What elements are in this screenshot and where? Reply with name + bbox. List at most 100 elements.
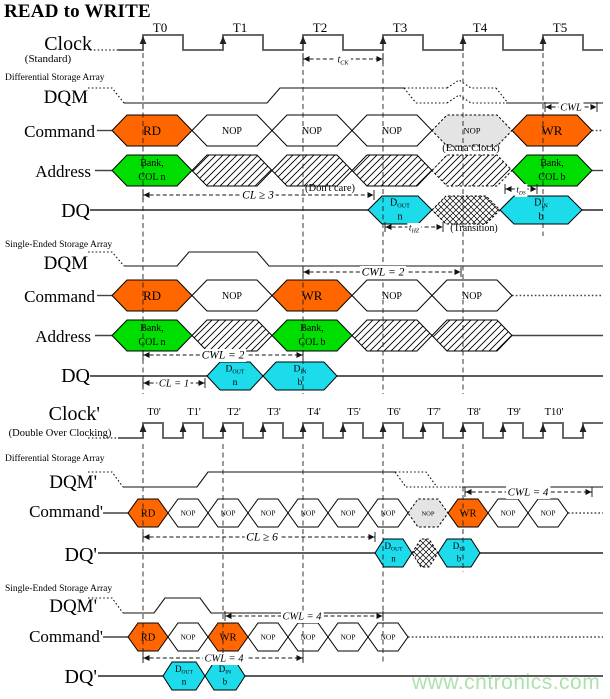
cell-text: NOP [220, 509, 235, 518]
command-dbl-single-label: Command' [29, 627, 103, 646]
cell-text: NOP [500, 509, 515, 518]
clock-tick-label: T1' [187, 407, 201, 418]
clock-tick-label: T10' [545, 407, 564, 418]
clock-tick-label: T2 [313, 20, 327, 35]
dqm-single-ended-dbl: DQM' [49, 596, 603, 617]
cell-text: RD [143, 288, 161, 303]
address-std-single: Bank, COL n Bank, COL b Address [35, 319, 603, 352]
clock-edge-arrow [379, 36, 387, 44]
address-std-single-cell [431, 319, 513, 352]
dq-std-single: DOUT n DIN b DQ [61, 361, 603, 391]
cell-text: RD [141, 633, 156, 644]
cell-text: WR [220, 633, 237, 644]
clock-edge-arrow [539, 36, 547, 44]
page-title: READ to WRITE [4, 1, 151, 22]
dqm-differential-std-label: DQM [44, 87, 88, 108]
address-std-differential-cell [431, 154, 513, 187]
cell-text: WR [460, 509, 477, 520]
dim-cwl4-c: CWL = 4 [142, 653, 304, 665]
dqm-differential-dbl-label: DQM' [49, 472, 97, 493]
dim-cl1: CL = 1 [142, 378, 206, 390]
clock-edge-arrow [259, 424, 267, 432]
address-std-differential-cell [191, 154, 273, 187]
command-dbl-single-cell [367, 622, 409, 652]
clock-edge-arrow [459, 36, 467, 44]
dim-cl3: CL ≥ 3 [142, 189, 375, 202]
cell-text: Bank, [140, 323, 164, 334]
clock-tick-label: T8' [467, 407, 481, 418]
dim-thz: tHZ [384, 222, 444, 235]
clock-tick-label: T5 [553, 20, 567, 35]
clock-double-sublabel: (Double Over Clocking) [9, 428, 112, 439]
command-dbl-differential-label: Command' [29, 502, 103, 521]
address-std-differential-cell [271, 154, 353, 187]
clock-standard-sublabel: (Standard) [25, 53, 72, 65]
dim-label: tHZ [409, 224, 420, 235]
command-std-single-cell [431, 279, 513, 312]
dim-tck: tCK [302, 54, 384, 67]
note-transition: (Transition) [450, 223, 497, 234]
cell-text: DIN [534, 198, 548, 210]
dim-label: CWL = 2 [362, 267, 405, 279]
cell-text: NOP [300, 509, 315, 518]
header-differential-1: Differential Storage Array [5, 72, 105, 83]
gridlines [142, 53, 544, 662]
header-differential-2: Differential Storage Array [5, 453, 105, 464]
cell-text: NOP [462, 291, 482, 302]
clock-double-label: Clock' [49, 403, 100, 425]
cell-text: NOP [300, 633, 315, 642]
dq-std-differential-cell [431, 195, 501, 225]
address-std-single-cell [351, 319, 433, 352]
cell-text: COL b [538, 172, 565, 183]
dqm-single-ended-dbl-label: DQM' [49, 596, 97, 617]
header-single-ended-1: Single-Ended Storage Array [5, 240, 112, 250]
command-std-differential: RD NOP NOP NOP NOP WR Command [24, 114, 603, 147]
cell-text: WR [302, 288, 323, 303]
dim-label: tDS [516, 185, 526, 197]
dq-std-differential-cell [499, 195, 583, 225]
cell-text: DIN [219, 664, 231, 676]
clock-tick-label: T0' [147, 407, 161, 418]
dim-label: CWL = 4 [283, 612, 323, 623]
command-std-differential-label: Command [24, 122, 95, 141]
clock-tick-label: T6' [387, 407, 401, 418]
cell-text: DOUT [385, 541, 404, 553]
clock-edge-arrow [539, 424, 547, 432]
cell-text: NOP [302, 126, 322, 137]
dq-dbl-single-label: DQ' [65, 666, 98, 688]
header-differential-1: Differential Storage Array [5, 72, 105, 83]
clock-tick-label: T4 [473, 20, 488, 35]
clock-edge-arrow [219, 36, 227, 44]
dq-dbl-differential-label: DQ' [65, 544, 98, 566]
cell-text: DOUT [226, 365, 245, 376]
dim-label: CWL = 2 [202, 350, 245, 362]
cell-text: n [391, 554, 396, 564]
command-dbl-single: RD NOP WR NOP NOP NOP NOP Command' [29, 622, 603, 652]
command-dbl-differential: RD NOP NOP NOP NOP NOP NOP NOP WR NOP NOP Command' [29, 498, 603, 528]
cell-text: DIN [293, 365, 307, 376]
dim-cwl2-b: CWL = 2 [142, 349, 304, 362]
command-std-single: RD NOP WR NOP NOP Command [24, 279, 603, 312]
clock-edge-arrow [139, 424, 147, 432]
dqm-single-ended-std-label: DQM [44, 253, 88, 274]
dim-cwl4-b: CWL = 4 [224, 611, 384, 623]
address-std-differential: Bank, COL n Bank, COL b Address [35, 154, 603, 187]
clock-tick-label: T3 [393, 20, 407, 35]
dim-label: tCK [337, 55, 349, 67]
dq-std-differential-label: DQ [61, 200, 90, 222]
clock-tick-label: T5' [347, 407, 361, 418]
clock-standard: T0 T1 T2 T3 T4 T5 Clock(Standard) [25, 20, 603, 65]
watermark: www.cntronics.com [412, 671, 601, 694]
cell-text: NOP [340, 509, 355, 518]
address-std-differential-label: Address [35, 162, 91, 181]
cell-text: NOP [380, 509, 395, 518]
clock-edge-arrow [299, 424, 307, 432]
dim-cwl2-a: CWL = 2 [302, 266, 462, 279]
clock-edge-arrow [459, 424, 467, 432]
dq-dbl-differential-cell [437, 538, 481, 568]
command-std-differential-cell [511, 114, 593, 147]
clock-tick-label: T1 [233, 20, 247, 35]
